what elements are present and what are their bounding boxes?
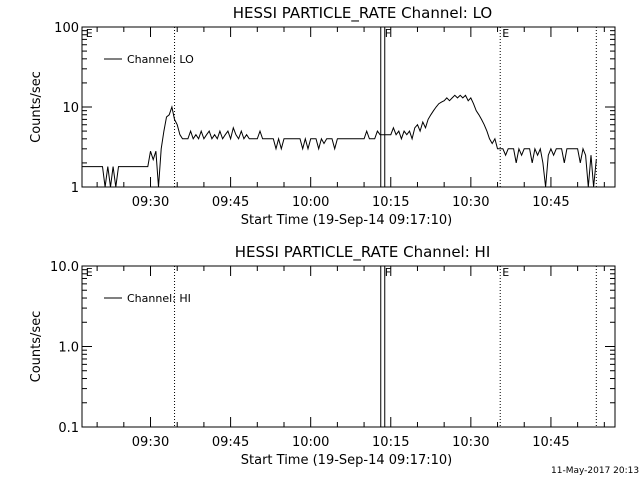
x-tick-label: 10:45 <box>532 195 569 210</box>
x-tick-label: 10:00 <box>292 435 329 450</box>
event-marker-label: F <box>385 27 391 40</box>
y-tick-label: 10.0 <box>50 260 79 275</box>
plot-frame <box>81 26 616 188</box>
legend-label: Channel: LO <box>127 53 194 66</box>
event-marker-label: E <box>502 266 509 279</box>
x-tick-label: 10:15 <box>372 195 409 210</box>
legend-label: Channel: HI <box>127 292 191 305</box>
y-tick-label: 1.0 <box>58 341 79 356</box>
event-marker-label: F <box>385 266 391 279</box>
event-marker-label: E <box>86 27 93 40</box>
chart-panel-2: HESSI PARTICLE_RATE Channel: HI 0.1 1.0 10.… <box>29 243 616 468</box>
series-line-channel-lo <box>82 94 597 188</box>
plot-frame <box>81 265 616 428</box>
x-tick-label: 09:45 <box>212 435 249 450</box>
y-tick-label: 0.1 <box>58 421 79 436</box>
x-tick-label: 10:15 <box>372 435 409 450</box>
chart-title: HESSI PARTICLE_RATE Channel: HI <box>235 243 491 262</box>
x-tick-label: 10:30 <box>452 435 489 450</box>
event-marker-label: E <box>502 27 509 40</box>
y-axis-label: Counts/sec <box>29 311 44 383</box>
x-tick-label: 10:00 <box>292 195 329 210</box>
x-tick-label: 09:30 <box>132 435 169 450</box>
x-tick-label: 09:45 <box>212 195 249 210</box>
y-tick-label: 1 <box>71 181 79 196</box>
y-tick-label: 100 <box>54 21 79 36</box>
y-tick-label: 10 <box>62 101 79 116</box>
y-axis-label: Counts/sec <box>29 71 44 143</box>
chart-title: HESSI PARTICLE_RATE Channel: LO <box>233 4 492 23</box>
x-axis-label: Start Time (19-Sep-14 09:17:10) <box>241 453 452 468</box>
x-tick-label: 09:30 <box>132 195 169 210</box>
chart-panel-1: HESSI PARTICLE_RATE Channel: LO 1 10 100 09:… <box>29 4 616 228</box>
event-marker-label: E <box>86 266 93 279</box>
x-axis-label: Start Time (19-Sep-14 09:17:10) <box>241 213 452 228</box>
x-tick-label: 10:45 <box>532 435 569 450</box>
x-tick-label: 10:30 <box>452 195 489 210</box>
footer-timestamp: 11-May-2017 20:13 <box>551 466 640 476</box>
